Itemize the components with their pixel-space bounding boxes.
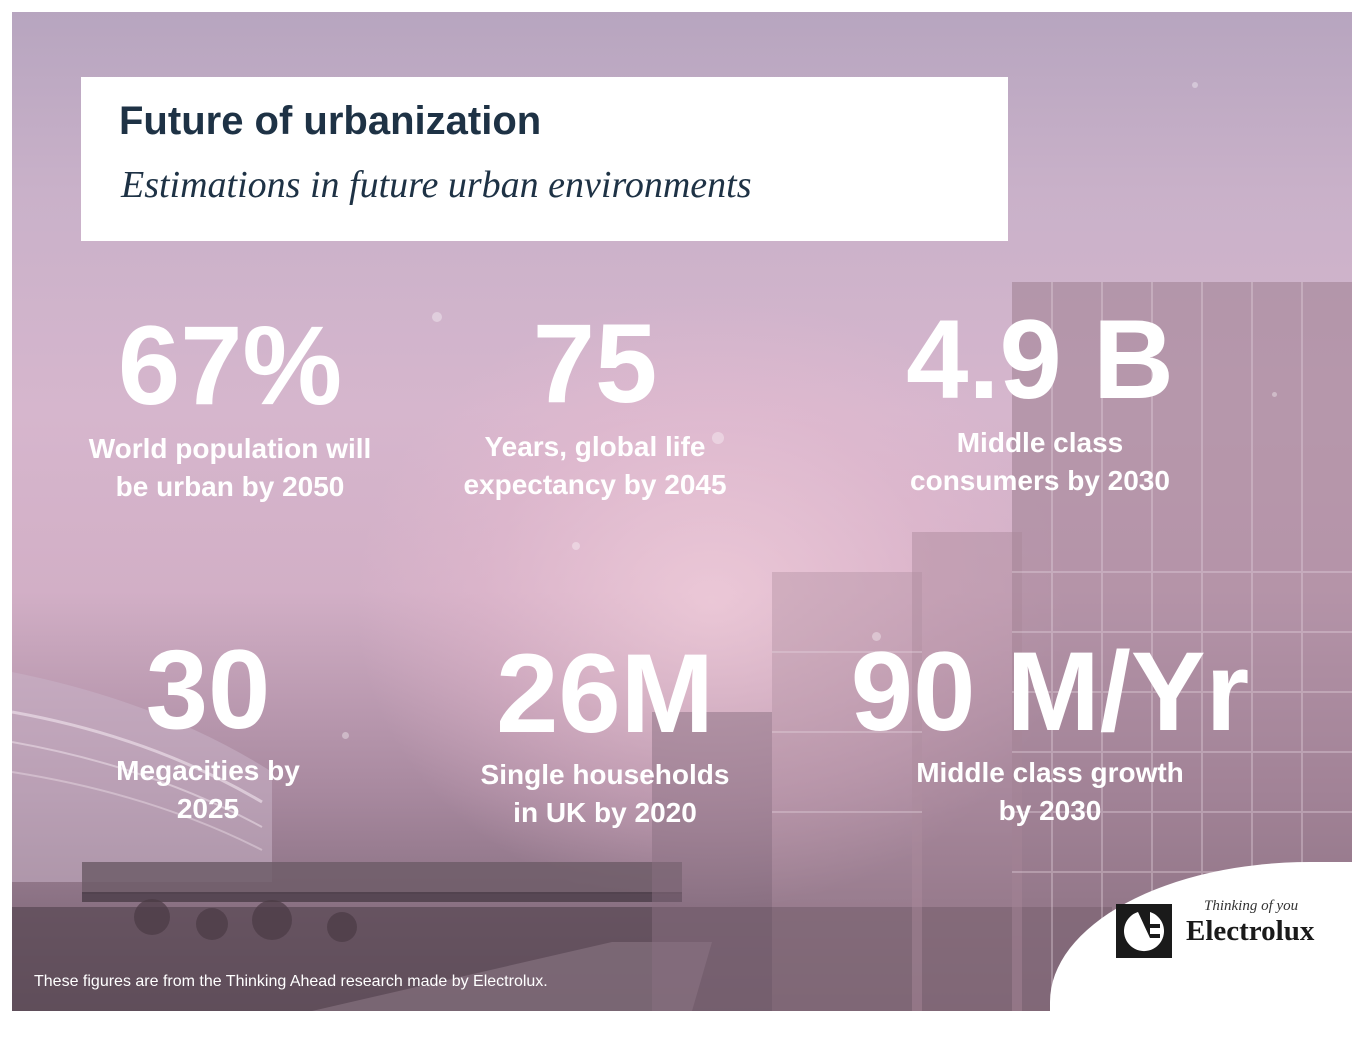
bokeh-dot (712, 432, 724, 444)
brand-tagline: Thinking of you (1204, 898, 1299, 914)
stat-label-line: consumers by 2030 (910, 465, 1170, 496)
stat-middle-class-consumers: 4.9 B Middle class consumers by 2030 (860, 304, 1220, 500)
stat-label: Years, global life expectancy by 2045 (425, 428, 765, 504)
stat-label: Single households in UK by 2020 (445, 756, 765, 832)
bokeh-dot (572, 542, 580, 550)
bokeh-dot (342, 732, 349, 739)
stat-single-households: 26M Single households in UK by 2020 (445, 638, 765, 832)
stat-label: Megacities by 2025 (68, 752, 348, 828)
stat-label-line: be urban by 2050 (115, 471, 345, 502)
stat-value: 67% (117, 303, 343, 428)
stat-label-line: 2025 (176, 793, 240, 824)
stat-label-line: Megacities by (116, 755, 300, 786)
footnote: These figures are from the Thinking Ahea… (34, 973, 548, 990)
bokeh-dot (1272, 392, 1277, 397)
stat-value: 30 (145, 627, 271, 752)
stat-label: Middle class growth by 2030 (835, 754, 1265, 830)
stat-label-line: Years, global life (484, 431, 706, 462)
stat-life-expectancy: 75 Years, global life expectancy by 2045 (425, 308, 765, 504)
stat-label: World population will be urban by 2050 (50, 430, 410, 506)
bokeh-dot (872, 632, 881, 641)
stat-value: 4.9 B (906, 297, 1174, 422)
stat-value: 75 (532, 301, 658, 426)
stat-label-line: Middle class (956, 427, 1124, 458)
bokeh-dot (432, 312, 442, 322)
brand-name: Electrolux (1186, 915, 1315, 947)
page-title: Future of urbanization (119, 99, 542, 143)
stat-label-line: in UK by 2020 (513, 797, 697, 828)
stat-megacities: 30 Megacities by 2025 (68, 634, 348, 828)
title-box: Future of urbanization Estimations in fu… (81, 77, 1008, 241)
stat-label-line: expectancy by 2045 (463, 469, 727, 500)
stat-label-line: Middle class growth (916, 757, 1184, 788)
stat-middle-class-growth: 90 M/Yr Middle class growth by 2030 (835, 636, 1265, 830)
bokeh-dot (1192, 82, 1198, 88)
stat-label: Middle class consumers by 2030 (860, 424, 1220, 500)
stat-value: 26M (496, 631, 714, 756)
stat-label-line: by 2030 (998, 795, 1102, 826)
page-subtitle: Estimations in future urban environments (121, 164, 752, 206)
slide: Future of urbanization Estimations in fu… (12, 12, 1352, 1011)
electrolux-logo-icon (1116, 904, 1172, 958)
stat-label-line: Single households (480, 759, 730, 790)
stat-urban-population: 67% World population will be urban by 20… (50, 310, 410, 506)
stat-value: 90 M/Yr (850, 629, 1250, 754)
stat-label-line: World population will (88, 433, 372, 464)
